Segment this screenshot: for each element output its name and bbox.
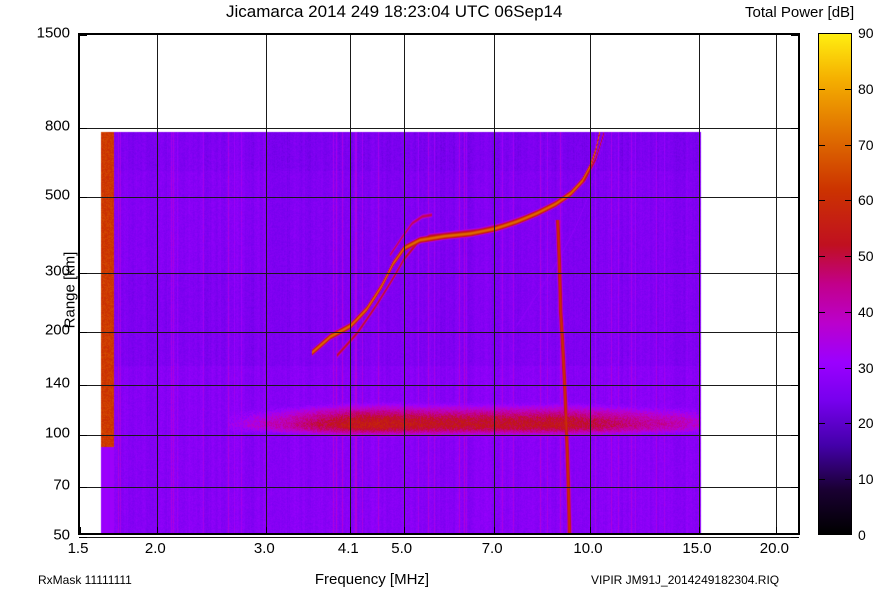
- y-tick-right: [791, 197, 799, 199]
- y-tick-label: 800: [44, 117, 70, 135]
- page-title: Jicamarca 2014 249 18:23:04 UTC 06Sep14: [226, 2, 563, 21]
- x-axis-title: Frequency [MHz]: [314, 571, 430, 588]
- x-tick-label: 1.5: [67, 540, 89, 557]
- y-tick: [79, 487, 87, 489]
- y-gridline: [80, 127, 798, 129]
- x-gridline: [266, 35, 268, 533]
- x-gridline: [590, 35, 592, 533]
- colorbar-tick-label: 10: [858, 471, 874, 488]
- y-tick: [79, 272, 87, 274]
- y-tick-label: 50: [53, 526, 70, 544]
- colorbar[interactable]: [818, 33, 852, 535]
- colorbar-tick: [818, 367, 825, 369]
- x-tick: [403, 527, 405, 534]
- x-tick: [776, 527, 778, 534]
- y-tick-right: [791, 127, 799, 129]
- x-gridline: [494, 35, 496, 533]
- y-gridline: [80, 332, 798, 334]
- y-tick-right: [791, 332, 799, 334]
- y-tick: [79, 434, 87, 436]
- colorbar-tick-label: 0: [858, 527, 866, 543]
- y-tick-label: 1500: [36, 24, 70, 42]
- y-tick-right: [791, 434, 799, 436]
- x-tick: [699, 527, 701, 534]
- colorbar-tick: [845, 88, 852, 90]
- colorbar-tick-label: 80: [858, 80, 874, 97]
- colorbar-tick: [818, 256, 825, 258]
- y-tick: [79, 332, 87, 334]
- x-tick-label: 3.0: [253, 540, 275, 557]
- x-tick-label: 20.0: [759, 540, 789, 557]
- x-tick: [350, 527, 352, 534]
- colorbar-tick: [845, 200, 852, 202]
- colorbar-tick-label: 50: [858, 248, 874, 265]
- colorbar-tick: [845, 367, 852, 369]
- rxmask-status: RxMask 11111111: [38, 573, 132, 587]
- y-gridline: [80, 272, 798, 274]
- colorbar-tick: [845, 256, 852, 258]
- x-tick: [494, 527, 496, 534]
- colorbar-title: Total Power [dB]: [745, 4, 855, 21]
- colorbar-tick: [818, 311, 825, 313]
- x-gridline: [699, 35, 701, 533]
- x-tick: [590, 527, 592, 534]
- y-tick: [79, 127, 87, 129]
- colorbar-tick: [845, 479, 852, 481]
- y-tick: [79, 197, 87, 199]
- colorbar-tick-label: 30: [858, 359, 874, 376]
- colorbar-tick: [818, 144, 825, 146]
- y-tick-right: [791, 272, 799, 274]
- x-tick-label: 7.0: [481, 540, 503, 557]
- colorbar-tick: [845, 311, 852, 313]
- colorbar-tick: [818, 423, 825, 425]
- x-tick-label: 2.0: [144, 540, 166, 557]
- x-gridline: [403, 35, 405, 533]
- y-tick: [79, 385, 87, 387]
- colorbar-tick-label: 20: [858, 415, 874, 432]
- colorbar-tick-label: 60: [858, 192, 874, 209]
- colorbar-tick: [845, 423, 852, 425]
- x-tick-label: 5.0: [391, 540, 413, 557]
- colorbar-tick: [818, 200, 825, 202]
- y-tick-label: 140: [44, 374, 70, 392]
- y-tick-right: [791, 35, 799, 36]
- y-gridline: [80, 487, 798, 489]
- y-tick-right: [791, 385, 799, 387]
- y-gridline: [80, 197, 798, 199]
- x-tick: [157, 527, 159, 534]
- x-gridline: [776, 35, 778, 533]
- y-tick-label: 70: [53, 476, 70, 494]
- y-tick-label: 100: [44, 424, 70, 442]
- x-tick-label: 10.0: [573, 540, 603, 557]
- colorbar-tick-label: 40: [858, 303, 874, 320]
- y-tick-label: 500: [44, 186, 70, 204]
- x-tick: [80, 527, 81, 534]
- x-tick-label: 15.0: [682, 540, 712, 557]
- y-gridline: [80, 537, 798, 538]
- x-gridline: [157, 35, 159, 533]
- file-id-status: VIPIR JM91J_2014249182304.RIQ: [591, 573, 780, 587]
- y-tick-right: [791, 487, 799, 489]
- colorbar-tick: [818, 479, 825, 481]
- x-tick: [266, 527, 268, 534]
- y-gridline: [80, 434, 798, 436]
- y-tick-label: 300: [44, 262, 70, 280]
- y-gridline: [80, 385, 798, 387]
- ionogram-plot-area[interactable]: Range [km]: [62, 33, 800, 538]
- colorbar-tick-label: 70: [858, 136, 874, 153]
- x-gridline: [350, 35, 352, 533]
- x-tick-label: 4.1: [337, 540, 359, 557]
- y-tick: [79, 35, 87, 36]
- colorbar-gradient: [819, 34, 851, 534]
- ionogram-heatmap: [80, 35, 798, 533]
- colorbar-tick: [818, 88, 825, 90]
- colorbar-tick-label: 90: [858, 25, 874, 41]
- plot-clip: [80, 35, 798, 533]
- y-tick: [79, 537, 87, 538]
- colorbar-tick: [845, 144, 852, 146]
- y-tick-right: [791, 537, 799, 538]
- y-tick-label: 200: [44, 321, 70, 339]
